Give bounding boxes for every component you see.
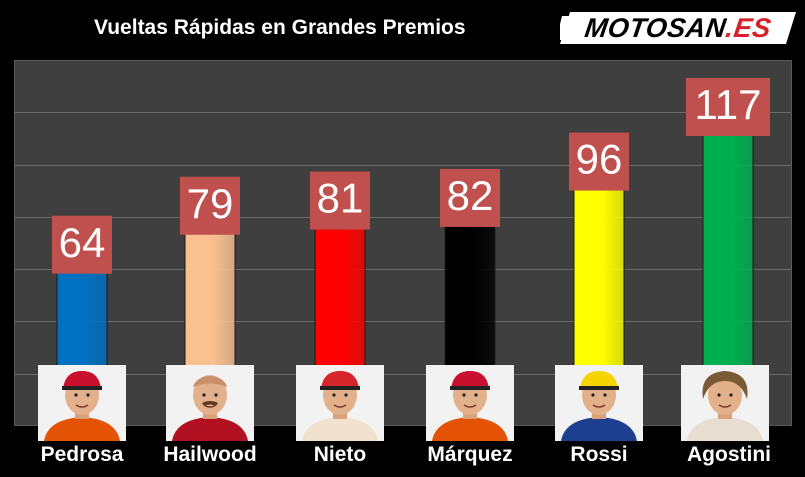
rider-portrait-red-cap-icon bbox=[44, 371, 120, 441]
mouth-shape bbox=[463, 404, 477, 408]
eye-shape bbox=[729, 393, 733, 397]
portrait-marquez bbox=[426, 365, 514, 441]
eye-shape bbox=[202, 393, 206, 397]
plot-area: 64 79 81 82 96 117 bbox=[14, 60, 792, 427]
data-label-box bbox=[569, 132, 629, 191]
hair-shape bbox=[702, 371, 748, 399]
portrait-rossi bbox=[555, 365, 643, 441]
cap-brim bbox=[320, 386, 360, 390]
mouth-shape bbox=[718, 404, 732, 408]
mouth-shape bbox=[75, 404, 89, 408]
mouth-shape bbox=[592, 404, 606, 408]
eye-shape bbox=[462, 393, 466, 397]
eye-shape bbox=[344, 393, 348, 397]
face-shape bbox=[708, 375, 742, 415]
rider-portrait-cap-icon bbox=[302, 371, 378, 441]
rider-portrait-red-cap-icon bbox=[432, 371, 508, 441]
cap-shape bbox=[63, 371, 101, 389]
cap-shape bbox=[321, 371, 359, 389]
rider-portrait-curly-hair-icon bbox=[687, 371, 763, 441]
cap-brim bbox=[579, 386, 619, 390]
mouth-shape bbox=[333, 404, 347, 408]
data-label: 96 bbox=[576, 136, 623, 183]
category-label: Agostini bbox=[687, 443, 771, 466]
brand-logo: MOTOSAN .ES bbox=[560, 10, 796, 46]
data-label: 81 bbox=[317, 175, 364, 222]
cap-shape bbox=[451, 371, 489, 389]
face-shape bbox=[193, 375, 227, 415]
category-label: Nieto bbox=[313, 443, 367, 466]
rider-portrait-yellow-cap-icon bbox=[561, 371, 637, 441]
eye-shape bbox=[86, 393, 90, 397]
logo-text: MOTOSAN .ES bbox=[557, 10, 798, 46]
bar-chart-svg: 64 79 81 82 96 117 bbox=[14, 60, 792, 427]
cap-brim bbox=[62, 386, 102, 390]
head-shape bbox=[193, 376, 227, 387]
eye-shape bbox=[717, 393, 721, 397]
data-label: 82 bbox=[447, 172, 494, 219]
rider-portrait-bald-icon bbox=[172, 375, 248, 441]
eye-shape bbox=[603, 393, 607, 397]
suit-shape bbox=[561, 417, 637, 441]
data-label-box bbox=[310, 171, 370, 230]
cap-brim bbox=[450, 386, 490, 390]
data-label: 117 bbox=[695, 81, 762, 128]
data-label: 79 bbox=[187, 180, 234, 227]
portrait-hailwood bbox=[166, 365, 254, 441]
suit-shape bbox=[432, 417, 508, 441]
portrait-agostini bbox=[681, 365, 769, 441]
eye-shape bbox=[214, 393, 218, 397]
suit-shape bbox=[44, 417, 120, 441]
data-label: 64 bbox=[59, 219, 106, 266]
eye-shape bbox=[591, 393, 595, 397]
eye-shape bbox=[474, 393, 478, 397]
category-label: Pedrosa bbox=[40, 443, 124, 466]
category-label: Hailwood bbox=[163, 443, 257, 466]
portrait-nieto bbox=[296, 365, 384, 441]
category-label: Márquez bbox=[427, 443, 513, 466]
category-label: Rossi bbox=[570, 443, 628, 466]
mouth-shape bbox=[203, 404, 217, 408]
data-label-box bbox=[180, 176, 240, 235]
data-label-box bbox=[440, 168, 500, 227]
logo-badge-icon bbox=[560, 12, 796, 44]
suit-shape bbox=[172, 417, 248, 441]
eye-shape bbox=[332, 393, 336, 397]
suit-shape bbox=[302, 417, 378, 441]
moustache-shape bbox=[202, 401, 218, 406]
chart-title: Vueltas Rápidas en Grandes Premios bbox=[94, 16, 466, 39]
logo-accent-text: .ES bbox=[723, 12, 774, 43]
logo-main-text: MOTOSAN bbox=[582, 12, 729, 43]
data-label-box bbox=[686, 78, 770, 136]
portrait-pedrosa bbox=[38, 365, 126, 441]
data-label-box bbox=[52, 215, 112, 274]
eye-shape bbox=[74, 393, 78, 397]
suit-shape bbox=[687, 417, 763, 441]
cap-shape bbox=[580, 371, 618, 389]
